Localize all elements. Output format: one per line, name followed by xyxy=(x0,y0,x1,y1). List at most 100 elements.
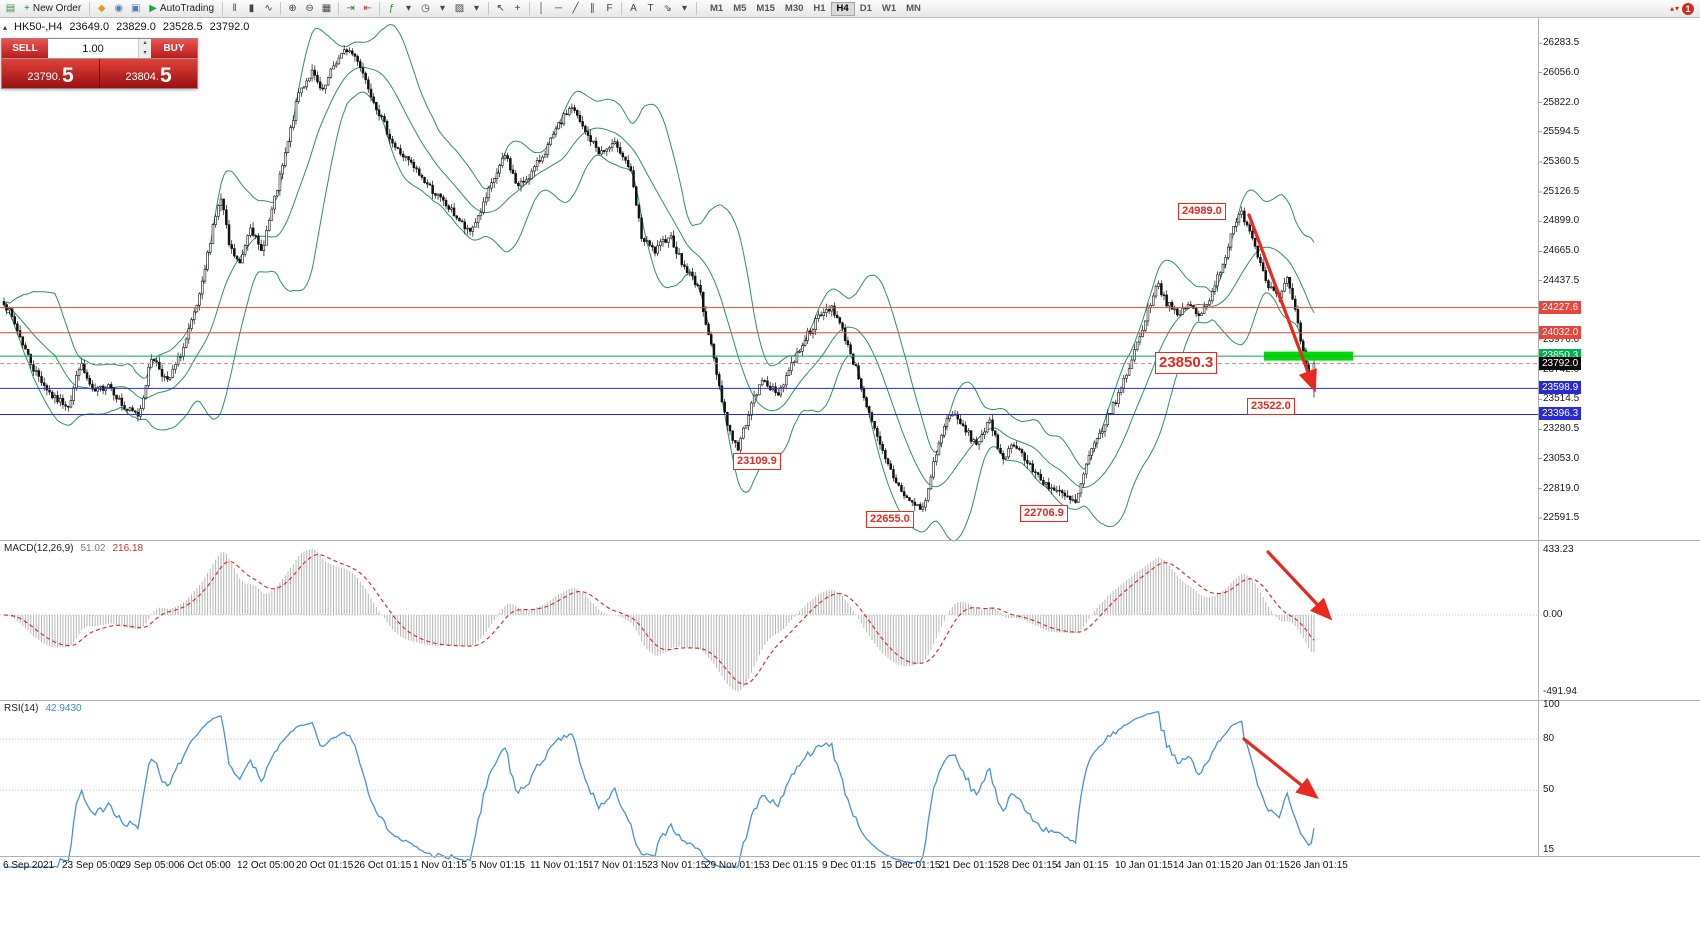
horizontal-level-lines[interactable] xyxy=(0,307,1538,415)
price-annotation[interactable]: 22655.0 xyxy=(866,511,914,528)
toolbar-scroll-down-icon[interactable]: ▾ xyxy=(1674,3,1679,13)
volume-input[interactable] xyxy=(48,39,138,58)
time-axis-label: 10 Jan 01:15 xyxy=(1115,860,1173,871)
timeframe-h1-button[interactable]: H1 xyxy=(813,3,826,14)
price-scale-label: 22819.0 xyxy=(1543,483,1580,494)
timeframe-m30-button[interactable]: M30 xyxy=(784,3,804,14)
time-axis-label: 4 Jan 01:15 xyxy=(1056,860,1109,871)
macd-name: MACD(12,26,9) xyxy=(4,543,74,554)
candlestick-chart-icon[interactable]: ▮ xyxy=(248,3,255,14)
arrows-style-icon[interactable]: ⇘ xyxy=(663,3,672,14)
buy-price-big: 5 xyxy=(159,64,172,87)
timeframe-m5-button[interactable]: M5 xyxy=(733,3,747,14)
price-scale-label: 25126.5 xyxy=(1543,186,1580,197)
new-order-button-label: New Order xyxy=(32,3,82,14)
periods-dropdown-icon[interactable]: ▾ xyxy=(440,3,446,14)
templates-icon[interactable]: ▨ xyxy=(454,3,465,14)
toolbar-overflow: ▴ ▾ 1 xyxy=(1669,2,1698,15)
auto-scroll-icon[interactable]: ⇥ xyxy=(346,3,355,14)
new-chart-icon[interactable]: ▤ xyxy=(5,3,16,14)
metaeditor-icon[interactable]: ◆ xyxy=(97,3,106,14)
price-level-badge: 23396.3 xyxy=(1539,407,1582,420)
fibonacci-icon[interactable]: F xyxy=(606,3,613,14)
toolbar-separator xyxy=(89,2,91,15)
time-axis-label: 17 Nov 01:15 xyxy=(588,860,648,871)
macd-histogram xyxy=(6,549,1315,692)
chart-shift-icon[interactable]: ⇤ xyxy=(363,3,372,14)
toolbar-scroll-up-icon[interactable]: ▴ xyxy=(1669,3,1674,13)
periods-icon[interactable]: ◷ xyxy=(421,3,430,14)
indicators-icon[interactable]: ƒ xyxy=(388,3,395,14)
arrows-dropdown-icon[interactable]: ▾ xyxy=(682,3,688,14)
macd-signal-line xyxy=(3,553,1315,685)
price-scale-label: 23514.5 xyxy=(1543,393,1580,404)
sell-price-small: 23790. xyxy=(27,71,61,83)
rsi-line xyxy=(4,711,1315,868)
ohlc-high: 23829.0 xyxy=(116,21,156,33)
time-axis-label: 1 Nov 01:15 xyxy=(413,860,467,871)
one-click-toggle-icon[interactable]: ▴ xyxy=(3,22,8,32)
bar-chart-icon[interactable]: ‖ xyxy=(232,3,237,14)
cursor-icon[interactable]: ↖ xyxy=(496,3,505,14)
bollinger-bands xyxy=(3,23,1315,542)
timeframe-m1-button[interactable]: M1 xyxy=(710,3,724,14)
autotrading-button-icon: ▶ xyxy=(149,3,157,14)
time-axis-label: 29 Nov 01:15 xyxy=(705,860,765,871)
price-scale-label: 23053.0 xyxy=(1543,453,1580,464)
volume-increase-button[interactable]: ▴ xyxy=(139,39,151,49)
horizontal-line-icon[interactable]: ─ xyxy=(554,3,563,14)
price-annotation[interactable]: 23109.9 xyxy=(733,453,781,470)
macd-down-arrow[interactable] xyxy=(1266,550,1333,621)
buy-price-button[interactable]: 23804. 5 xyxy=(100,59,197,88)
time-axis-label: 26 Oct 01:15 xyxy=(354,860,412,871)
ohlc-close: 23792.0 xyxy=(209,21,250,33)
price-annotation[interactable]: 23850.3 xyxy=(1155,352,1218,374)
trendline-icon[interactable]: ╱ xyxy=(572,3,579,14)
timeframe-w1-button[interactable]: W1 xyxy=(881,3,897,14)
volume-control: ▴ ▾ xyxy=(48,39,151,58)
timeframe-d1-button[interactable]: D1 xyxy=(859,3,872,14)
zoom-in-icon[interactable]: ⊕ xyxy=(288,3,297,14)
crosshair-icon[interactable]: + xyxy=(514,3,521,14)
price-level-badge: 23598.9 xyxy=(1539,381,1582,394)
tile-windows-icon[interactable]: ▦ xyxy=(321,3,332,14)
text-icon[interactable]: A xyxy=(630,3,637,14)
new-order-button[interactable]: + New Order xyxy=(19,1,86,16)
indicators-dropdown-icon[interactable]: ▾ xyxy=(406,3,412,14)
volume-decrease-button[interactable]: ▾ xyxy=(139,48,151,58)
rsi-down-arrow[interactable] xyxy=(1242,737,1319,800)
notification-badge[interactable]: 1 xyxy=(1682,2,1694,15)
sell-button[interactable]: SELL xyxy=(2,39,48,58)
price-down-arrow[interactable] xyxy=(1247,213,1317,393)
rsi-indicator-label: RSI(14) 42.9430 xyxy=(4,703,82,714)
zoom-out-icon[interactable]: ⊖ xyxy=(305,3,314,14)
symbol-period-label: HK50-,H4 xyxy=(14,21,63,33)
templates-dropdown-icon[interactable]: ▾ xyxy=(474,3,480,14)
time-axis-label: 14 Jan 01:15 xyxy=(1173,860,1231,871)
sell-price-big: 5 xyxy=(61,64,74,87)
channel-icon[interactable]: ∥ xyxy=(590,3,596,14)
price-scale-label: 24899.0 xyxy=(1543,215,1580,226)
volume-spinner: ▴ ▾ xyxy=(138,39,151,58)
buy-button[interactable]: BUY xyxy=(151,39,197,58)
fullscreen-icon[interactable]: ▣ xyxy=(130,3,141,14)
toolbar-separator xyxy=(488,2,490,15)
timeframe-m15-button[interactable]: M15 xyxy=(756,3,775,14)
vertical-line-icon[interactable]: │ xyxy=(538,3,545,14)
options-icon[interactable]: ◉ xyxy=(114,3,124,14)
price-scale-label: 25594.5 xyxy=(1543,126,1580,137)
price-annotation[interactable]: 22706.9 xyxy=(1020,505,1068,522)
price-annotation[interactable]: 24989.0 xyxy=(1178,203,1226,220)
trend-arrows[interactable] xyxy=(1242,213,1333,800)
panel-separators xyxy=(0,18,1700,857)
price-annotation[interactable]: 23522.0 xyxy=(1247,398,1295,415)
timeframe-mn-button[interactable]: MN xyxy=(906,3,921,14)
autotrading-button[interactable]: ▶ AutoTrading xyxy=(144,1,219,16)
timeframe-h4-button[interactable]: H4 xyxy=(830,1,855,16)
text-label-icon[interactable]: T xyxy=(647,3,654,14)
sell-price-button[interactable]: 23790. 5 xyxy=(2,59,100,88)
toolbar-separator xyxy=(529,2,531,15)
line-chart-icon[interactable]: ∿ xyxy=(264,3,273,14)
time-axis-label: 6 Oct 05:00 xyxy=(179,860,231,871)
